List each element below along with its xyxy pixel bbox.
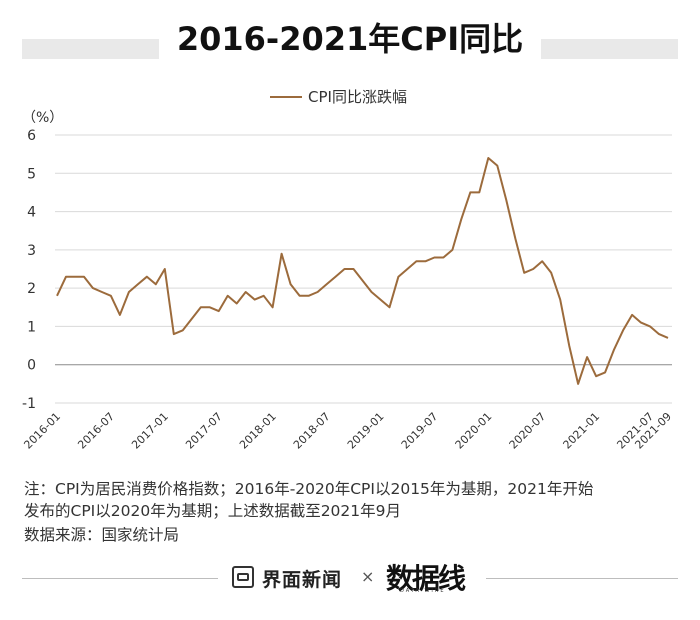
jiemian-logo-icon xyxy=(232,566,254,588)
x-tick-label: 2019-01 xyxy=(345,410,387,452)
x-tick-label: 2018-01 xyxy=(237,410,279,452)
brand-datawire-sub: DATA WIRE xyxy=(400,588,446,594)
x-tick-label: 2017-07 xyxy=(183,410,225,452)
series-points xyxy=(56,157,669,385)
y-tick-label: 3 xyxy=(27,243,36,259)
y-tick-label: 5 xyxy=(27,166,36,182)
footnote: 注：CPI为居民消费价格指数；2016年-2020年CPI以2015年为基期，2… xyxy=(24,478,684,522)
title-wrap: 2016-2021年CPI同比 xyxy=(0,17,700,61)
data-source: 数据来源：国家统计局 xyxy=(24,526,180,544)
legend-label: CPI同比涨跌幅 xyxy=(308,88,407,106)
times-sign: × xyxy=(361,567,375,586)
y-tick-label: -1 xyxy=(22,396,36,412)
x-tick-label: 2019-07 xyxy=(399,410,441,452)
chart-title: 2016-2021年CPI同比 xyxy=(158,17,542,61)
y-axis-unit: （%） xyxy=(22,110,63,126)
brand-jiemian: 界面新闻 xyxy=(262,569,343,591)
y-tick-label: 6 xyxy=(27,128,36,144)
x-axis-ticks: 2016-01 2016-07 2017-01 2017-07 2018-01 2018-… xyxy=(21,410,674,452)
y-axis-ticks: -1 0 1 2 3 4 5 6 xyxy=(22,128,36,412)
series-line-cpi xyxy=(56,157,669,385)
x-tick-label: 2018-07 xyxy=(291,410,333,452)
x-tick-label: 2016-01 xyxy=(21,410,63,452)
y-tick-label: 4 xyxy=(27,205,36,221)
y-tick-label: 0 xyxy=(27,358,36,374)
y-tick-label: 2 xyxy=(27,281,36,297)
footer-divider-left xyxy=(22,578,218,579)
y-tick-label: 1 xyxy=(27,319,36,335)
x-tick-label: 2016-07 xyxy=(75,410,117,452)
footnote-line-1: 注：CPI为居民消费价格指数；2016年-2020年CPI以2015年为基期，2… xyxy=(24,480,594,498)
footnote-line-2: 发布的CPI以2020年为基期；上述数据截至2021年9月 xyxy=(24,502,401,520)
footer: 界面新闻 × 数据线 DATA WIRE xyxy=(0,562,700,595)
x-tick-label: 2021-01 xyxy=(561,410,603,452)
legend: CPI同比涨跌幅 xyxy=(270,88,407,106)
brand-datawire: 数据线 xyxy=(386,562,466,595)
x-tick-label: 2020-01 xyxy=(453,410,495,452)
x-tick-label: 2020-07 xyxy=(507,410,549,452)
grid-lines xyxy=(55,134,672,404)
footer-divider-right xyxy=(486,578,678,579)
x-tick-label: 2017-01 xyxy=(129,410,171,452)
